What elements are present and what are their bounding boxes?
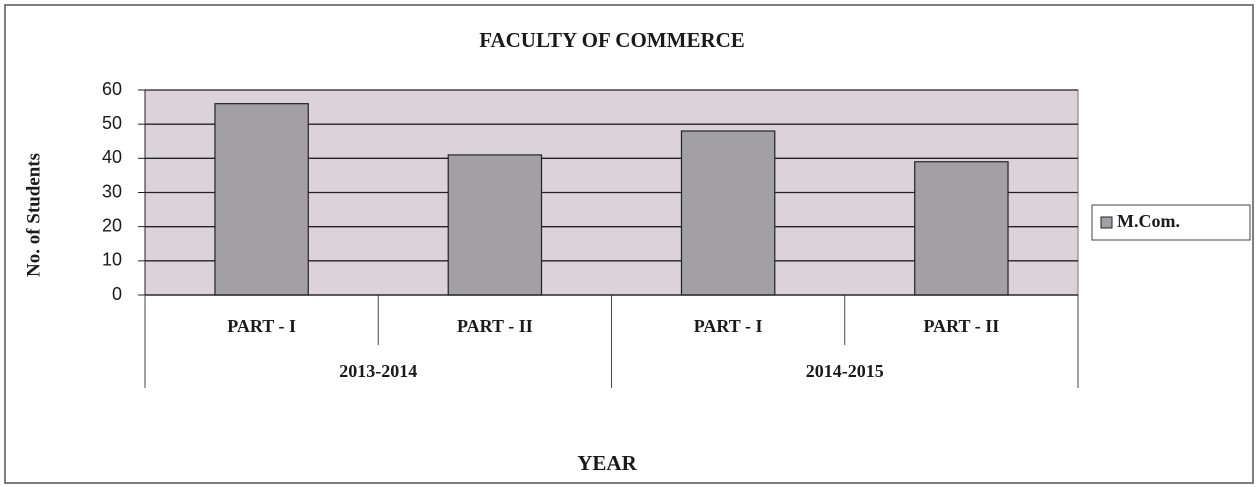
group-label: 2014-2015	[806, 361, 884, 381]
bar	[680, 130, 776, 296]
x-tick-label: PART - I	[227, 316, 296, 336]
group-label: 2013-2014	[339, 361, 417, 381]
bar	[214, 103, 309, 296]
y-tick-label: 20	[102, 215, 122, 235]
legend-swatch	[1100, 216, 1113, 229]
y-tick-label: 40	[102, 147, 122, 167]
y-tick-label: 0	[112, 284, 122, 304]
bar	[447, 154, 543, 296]
y-tick-label: 30	[102, 181, 122, 201]
x-axis-label: YEAR	[577, 451, 637, 475]
bar	[914, 161, 1009, 296]
y-tick-label: 60	[102, 79, 122, 99]
y-tick-label: 10	[102, 250, 122, 270]
y-tick-label: 50	[102, 113, 122, 133]
y-axis-label: No. of Students	[23, 153, 44, 277]
x-tick-label: PART - II	[924, 316, 1000, 336]
legend-label: M.Com.	[1117, 211, 1180, 231]
legend-box	[1091, 204, 1251, 241]
x-tick-label: PART - II	[457, 316, 533, 336]
chart-title: FACULTY OF COMMERCE	[479, 28, 745, 52]
x-tick-label: PART - I	[694, 316, 763, 336]
